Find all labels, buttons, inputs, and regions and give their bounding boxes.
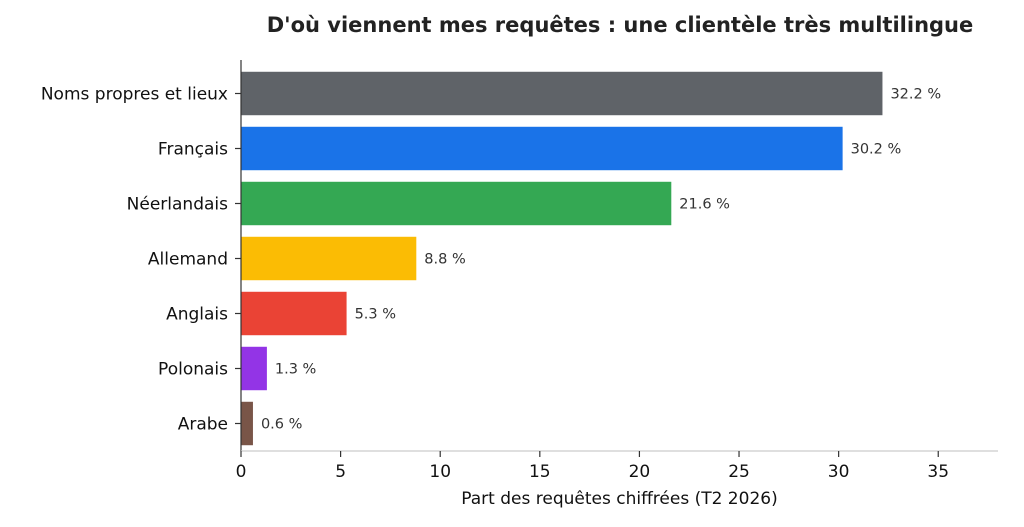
bar [241, 291, 347, 336]
data-label: 5.3 % [355, 307, 396, 323]
category-label: Néerlandais [127, 195, 228, 215]
x-tick-label: 35 [927, 462, 949, 482]
chart-title: D'où viennent mes requêtes : une clientè… [267, 13, 974, 37]
bar [241, 126, 843, 171]
x-tick-label: 0 [236, 462, 247, 482]
category-label: Anglais [166, 305, 228, 325]
data-label: 8.8 % [424, 252, 465, 268]
data-label: 30.2 % [851, 142, 902, 158]
x-tick-label: 15 [529, 462, 551, 482]
x-tick-label: 10 [429, 462, 451, 482]
category-label: Noms propres et lieux [41, 85, 228, 105]
category-label: Arabe [178, 415, 228, 435]
axes-group: Noms propres et lieux Français Néerlandais… [41, 60, 998, 482]
x-axis-label: Part des requêtes chiffrées (T2 2026) [461, 489, 777, 509]
x-tick-label: 20 [629, 462, 651, 482]
bar [241, 236, 417, 281]
bar [241, 71, 883, 116]
data-label: 21.6 % [679, 197, 730, 213]
data-label: 1.3 % [275, 362, 316, 378]
category-label: Français [158, 140, 228, 160]
x-tick-label: 5 [335, 462, 346, 482]
bars-group: 32.2 % 30.2 % 21.6 % 8.8 % 5.3 % 1.3 % 0.6 % [241, 71, 941, 446]
category-label: Polonais [158, 360, 228, 380]
bar [241, 346, 267, 391]
bar [241, 181, 672, 226]
category-label: Allemand [148, 250, 228, 270]
data-label: 32.2 % [890, 87, 941, 103]
x-tick-label: 25 [728, 462, 750, 482]
x-tick-label: 30 [828, 462, 850, 482]
bar [241, 401, 253, 446]
data-label: 0.6 % [261, 417, 302, 433]
